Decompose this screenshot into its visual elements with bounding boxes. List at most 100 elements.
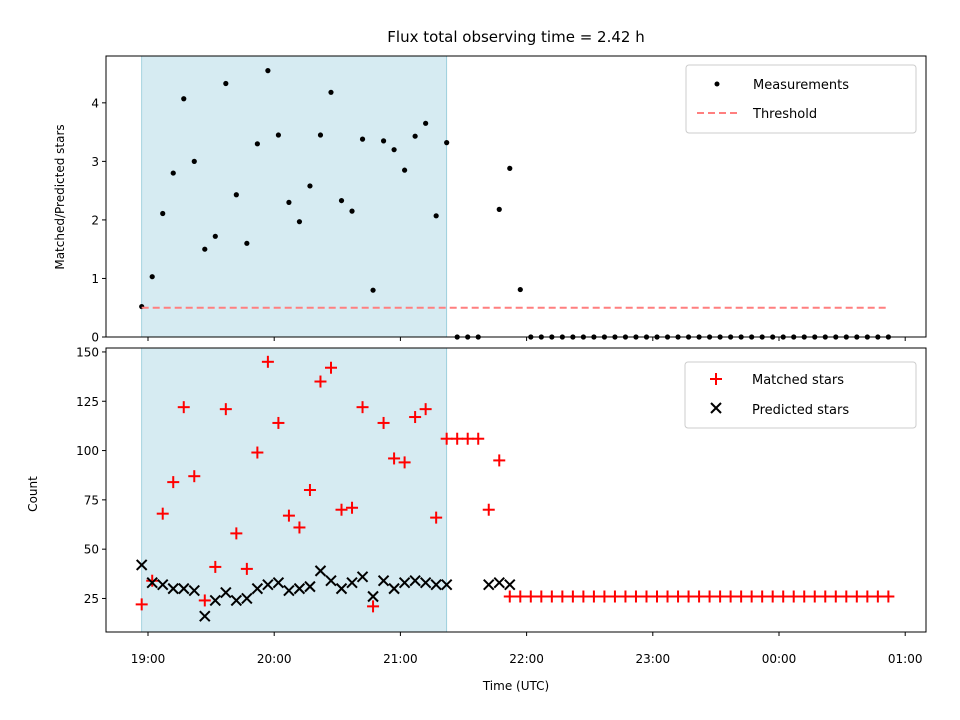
- x-tick-label: 21:00: [383, 652, 418, 666]
- measurements-point: [444, 140, 450, 146]
- top-panel-frame: [105, 55, 927, 338]
- matched-stars-point: [882, 590, 895, 603]
- matched-stars-point: [871, 590, 884, 603]
- measurements-point: [359, 136, 366, 142]
- matched-stars-point: [514, 590, 527, 603]
- measurements-point: [170, 170, 176, 176]
- matched-stars-point: [808, 590, 821, 603]
- measurements-point: [244, 240, 250, 246]
- matched-stars-point: [598, 590, 611, 603]
- y-tick-label: 75: [84, 493, 99, 507]
- matched-stars-point: [198, 594, 211, 607]
- matched-stars-point: [829, 590, 842, 603]
- matched-stars-point: [493, 454, 506, 467]
- bottom-panel-shaded-region: [141, 347, 448, 633]
- matched-stars-point: [535, 590, 548, 603]
- y-tick-label: 0: [91, 331, 99, 345]
- x-tick-label: 23:00: [636, 652, 671, 666]
- matched-stars-point: [261, 355, 274, 368]
- matched-stars-point: [587, 590, 600, 603]
- x-axis-label: Time (UTC): [482, 679, 549, 693]
- matched-stars-point: [461, 432, 474, 445]
- matched-stars-point: [482, 503, 495, 516]
- bottom-panel-x-ticks: 19:00 20:00 21:00 22:00 23:00 00:00 01:00: [131, 632, 923, 666]
- matched-stars-point: [251, 446, 264, 459]
- predicted-stars-point: [335, 582, 348, 595]
- predicted-stars-point: [314, 565, 327, 577]
- measurements-point: [328, 89, 334, 95]
- matched-stars-point: [661, 590, 674, 603]
- predicted-stars-point: [398, 576, 411, 589]
- matched-stars-point: [703, 590, 716, 603]
- measurements-point: [412, 133, 418, 139]
- matched-stars-point: [735, 590, 748, 603]
- measurements-point: [402, 167, 408, 173]
- y-tick-label: 3: [91, 155, 99, 169]
- y-tick-label: 125: [76, 395, 99, 409]
- matched-stars-point: [314, 375, 327, 388]
- matched-stars-point: [303, 484, 316, 496]
- top-panel: 0 1 2 3 4 Matched/Predicted stars Measuremen…: [53, 55, 927, 345]
- legend-predicted-stars-marker: [710, 402, 722, 414]
- measurements-point: [223, 80, 229, 87]
- bottom-panel: 25 50 75 100 125 150 19:00 20:00 21:00 22:00 23:0…: [26, 345, 927, 693]
- predicted-stars-point: [356, 571, 369, 583]
- predicted-stars-point: [146, 576, 158, 589]
- predicted-stars-point: [367, 590, 379, 603]
- predicted-stars-point: [430, 578, 442, 591]
- matched-stars-point: [472, 432, 485, 445]
- bottom-panel-legend: Matched stars Predicted stars: [684, 361, 917, 429]
- matched-stars-point: [377, 416, 390, 429]
- matched-stars-point: [135, 598, 148, 611]
- predicted-stars-point: [440, 578, 453, 591]
- bottom-panel-y-axis-label: Count: [26, 476, 40, 512]
- matched-stars-point: [503, 590, 516, 603]
- matched-stars-point: [766, 590, 779, 603]
- top-panel-legend-box: [685, 64, 917, 134]
- matched-stars-point: [430, 511, 443, 524]
- y-tick-label: 4: [91, 96, 99, 110]
- predicted-stars-point: [199, 610, 211, 622]
- legend-predicted-stars-label: Predicted stars: [752, 403, 849, 418]
- matched-stars-point: [640, 590, 653, 603]
- matched-stars-point: [819, 590, 832, 603]
- measurements-point: [191, 158, 197, 164]
- predicted-stars-point: [241, 592, 253, 605]
- matched-stars-point: [619, 590, 632, 603]
- x-tick-label: 20:00: [257, 652, 292, 666]
- measurements-point: [517, 286, 523, 293]
- measurements-point: [317, 132, 324, 138]
- predicted-stars-point: [135, 559, 148, 571]
- predicted-stars-point: [272, 576, 285, 589]
- matched-stars-point: [451, 432, 464, 445]
- predicted-stars-point: [188, 584, 200, 597]
- matched-stars-point: [693, 590, 706, 603]
- measurements-point: [286, 199, 292, 205]
- chart-title: Flux total observing time = 2.42 h: [387, 28, 644, 46]
- matched-stars-point: [556, 590, 569, 603]
- predicted-stars-point: [293, 582, 306, 595]
- matched-stars-point: [787, 590, 800, 603]
- measurements-point: [423, 120, 429, 126]
- measurements-point: [307, 183, 313, 189]
- x-tick-label: 01:00: [888, 652, 923, 666]
- predicted-stars-point: [325, 575, 337, 587]
- predicted-stars-point: [377, 575, 390, 587]
- matched-stars-point: [293, 521, 306, 534]
- predicted-stars-point: [157, 578, 169, 591]
- measurements-point: [496, 206, 502, 212]
- matched-stars-point: [756, 590, 769, 603]
- predicted-stars-point: [209, 594, 222, 607]
- matched-stars-point: [419, 403, 432, 416]
- y-tick-label: 1: [91, 272, 99, 286]
- matched-stars-point: [240, 562, 253, 575]
- top-panel-y-ticks: 0 1 2 3 4: [91, 96, 106, 345]
- matched-stars-point: [608, 590, 621, 603]
- matched-stars-point: [545, 590, 558, 603]
- predicted-stars-point: [419, 576, 432, 589]
- matched-stars-point: [335, 503, 348, 516]
- measurements-point: [338, 197, 345, 204]
- matched-stars-point: [850, 590, 863, 603]
- predicted-stars-point: [304, 580, 316, 593]
- x-tick-label: 00:00: [762, 652, 797, 666]
